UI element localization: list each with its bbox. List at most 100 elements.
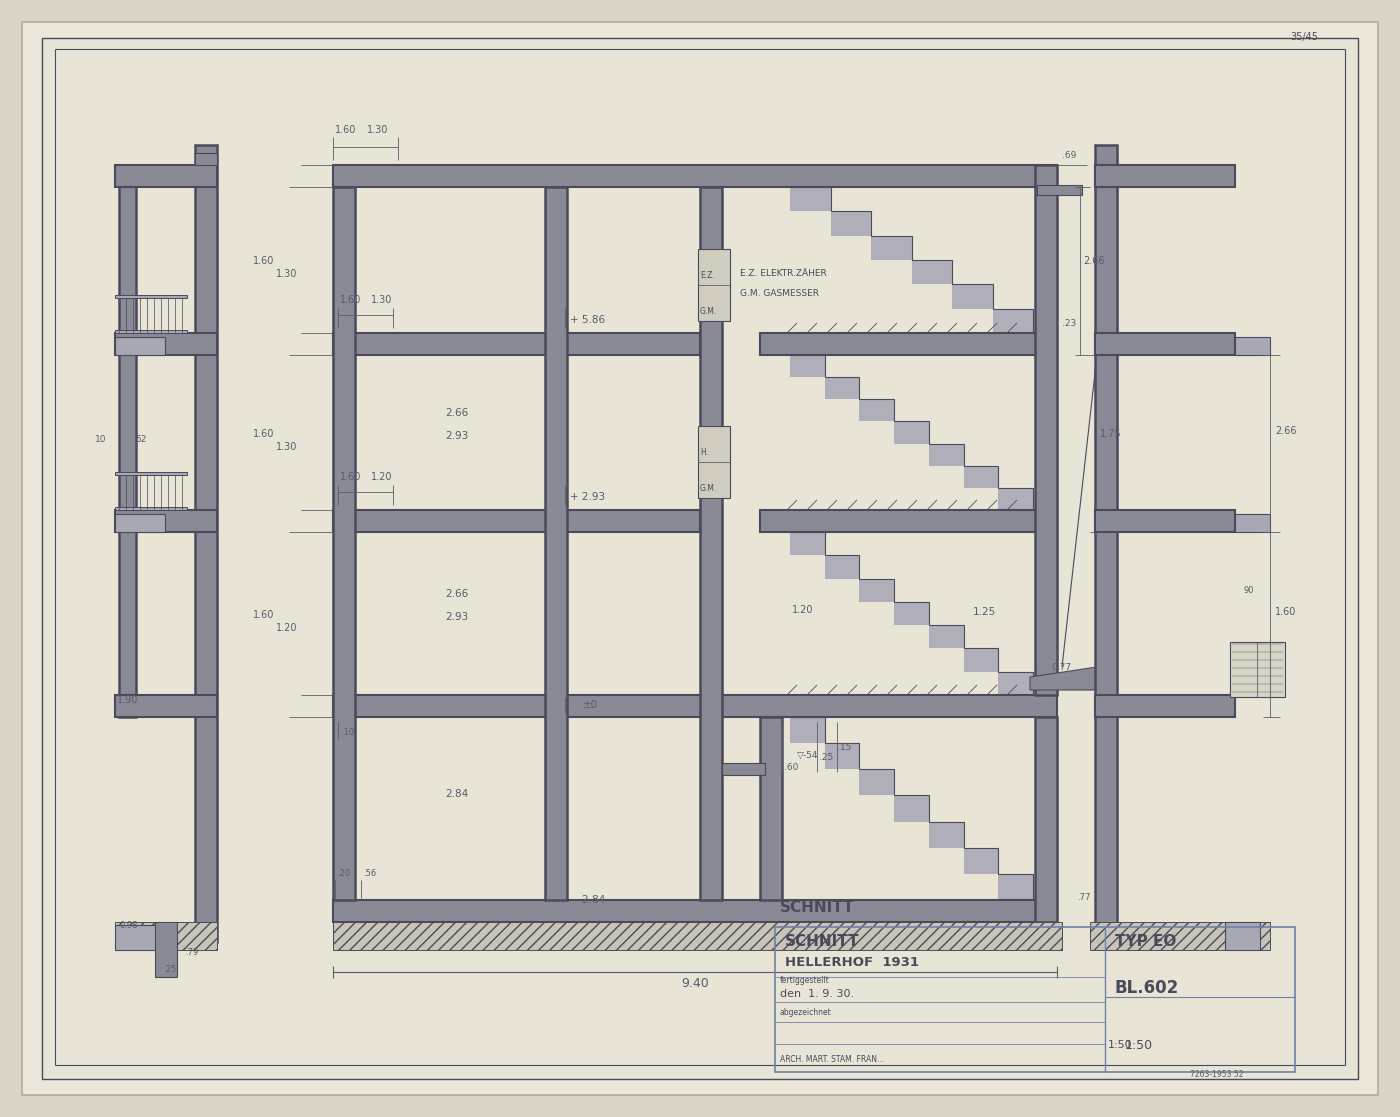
Bar: [790, 355, 825, 378]
Text: 0.98: 0.98: [120, 922, 139, 930]
Bar: [760, 333, 1057, 355]
Text: 52: 52: [134, 435, 147, 443]
Text: 35/45: 35/45: [1289, 32, 1317, 42]
Text: 2.84: 2.84: [445, 789, 468, 799]
Text: .25: .25: [819, 753, 833, 762]
Text: .56: .56: [363, 869, 377, 878]
Text: ARCH. MART. STAM. FRAN...: ARCH. MART. STAM. FRAN...: [780, 1054, 885, 1065]
Bar: [115, 333, 217, 355]
Text: G.M. GASMESSER: G.M. GASMESSER: [741, 289, 819, 298]
Text: .60: .60: [784, 763, 798, 772]
Bar: [155, 922, 176, 977]
Text: .69: .69: [1063, 151, 1077, 160]
Bar: [1035, 165, 1057, 695]
Bar: [760, 717, 783, 900]
Bar: [1091, 922, 1270, 949]
Text: 1.60: 1.60: [340, 295, 361, 305]
Bar: [860, 579, 895, 602]
Bar: [545, 187, 567, 900]
Text: SCHNITT: SCHNITT: [780, 900, 854, 915]
Text: 2.93: 2.93: [445, 431, 468, 441]
Bar: [1235, 337, 1270, 355]
Bar: [115, 295, 188, 298]
Bar: [699, 249, 729, 321]
Text: .77: .77: [1077, 892, 1091, 903]
Bar: [993, 308, 1033, 333]
Bar: [115, 514, 165, 532]
Bar: [952, 285, 993, 308]
Text: + 2.93: + 2.93: [570, 491, 605, 502]
Bar: [700, 187, 722, 900]
Bar: [1095, 165, 1235, 187]
Bar: [911, 260, 952, 285]
Text: 1:50: 1:50: [1107, 1040, 1133, 1050]
Bar: [115, 337, 165, 355]
Bar: [860, 770, 895, 795]
Bar: [963, 848, 998, 873]
Bar: [115, 165, 217, 187]
Text: 1.30: 1.30: [276, 442, 297, 452]
Bar: [119, 165, 136, 717]
Text: fertiggestellt: fertiggestellt: [780, 976, 830, 985]
Bar: [830, 211, 871, 236]
Text: 1.60: 1.60: [253, 610, 274, 620]
Text: .15: .15: [837, 743, 851, 752]
Bar: [895, 421, 928, 443]
Text: SCHNITT: SCHNITT: [785, 934, 860, 949]
Bar: [825, 743, 860, 770]
Text: 1.75: 1.75: [1100, 429, 1121, 439]
Bar: [1095, 695, 1235, 717]
Bar: [790, 717, 825, 743]
Bar: [1235, 514, 1270, 532]
Bar: [115, 925, 165, 949]
Bar: [998, 873, 1033, 900]
Bar: [115, 330, 188, 333]
Bar: [1095, 333, 1235, 355]
Text: .79: .79: [185, 948, 199, 957]
Bar: [333, 333, 700, 355]
Text: 1.60: 1.60: [335, 125, 357, 135]
Text: 7263-1953 52: 7263-1953 52: [1190, 1070, 1243, 1079]
Text: ±0: ±0: [582, 700, 598, 710]
Bar: [860, 399, 895, 421]
Text: 1:50: 1:50: [1126, 1039, 1154, 1052]
Bar: [1231, 642, 1285, 697]
Text: E.Z.: E.Z.: [700, 271, 715, 280]
Text: BL.602: BL.602: [1114, 978, 1179, 997]
Bar: [333, 922, 1063, 949]
Text: 2.66: 2.66: [1084, 256, 1105, 266]
Text: TYP EO: TYP EO: [1114, 934, 1176, 949]
Text: .10: .10: [342, 728, 354, 737]
Bar: [928, 822, 963, 848]
Text: ▽-54: ▽-54: [797, 751, 819, 760]
Bar: [1095, 145, 1117, 942]
Bar: [760, 510, 1057, 532]
Polygon shape: [1030, 667, 1098, 690]
Bar: [963, 649, 998, 671]
Bar: [1035, 717, 1057, 922]
Bar: [699, 426, 729, 498]
Text: 1.90: 1.90: [118, 695, 139, 705]
Text: 1.60: 1.60: [253, 429, 274, 439]
Text: HELLERHOF  1931: HELLERHOF 1931: [785, 956, 918, 970]
Text: G.M.: G.M.: [700, 307, 717, 316]
Bar: [115, 472, 188, 475]
Bar: [115, 507, 188, 510]
Text: 90: 90: [1243, 586, 1253, 595]
Bar: [333, 695, 1057, 717]
Text: 2.66: 2.66: [445, 408, 468, 418]
Text: 9.40: 9.40: [682, 977, 708, 990]
Bar: [115, 695, 217, 717]
Bar: [115, 510, 217, 532]
Bar: [1095, 510, 1235, 532]
Polygon shape: [1037, 185, 1082, 195]
Bar: [333, 510, 700, 532]
Bar: [895, 795, 928, 822]
Text: 1.30: 1.30: [367, 125, 388, 135]
Text: − 2.84: − 2.84: [570, 895, 605, 905]
Bar: [963, 466, 998, 488]
Text: H.: H.: [700, 448, 708, 457]
Bar: [825, 555, 860, 579]
Text: 1.20: 1.20: [792, 605, 813, 615]
Bar: [998, 671, 1033, 695]
